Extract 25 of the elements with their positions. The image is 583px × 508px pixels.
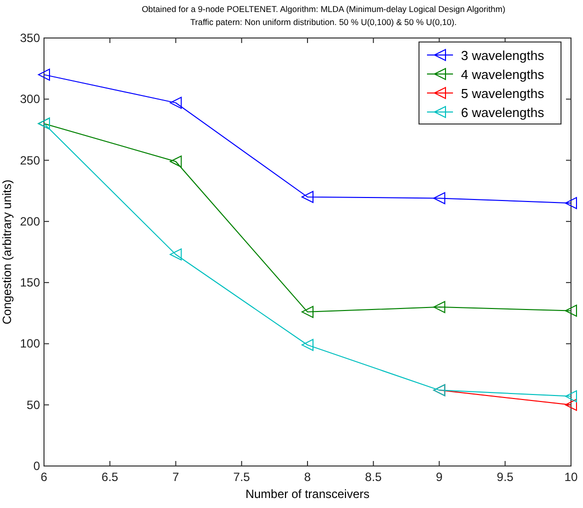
x-tick-label: 6.5 bbox=[102, 470, 119, 484]
x-axis-title: Number of transceivers bbox=[245, 487, 370, 501]
x-tick-label: 7.5 bbox=[233, 470, 250, 484]
x-tick-label: 8 bbox=[304, 470, 312, 484]
x-tick-label: 8.5 bbox=[365, 470, 382, 484]
y-tick-label: 300 bbox=[20, 92, 40, 106]
x-tick-label: 9 bbox=[436, 470, 443, 484]
chart-subtitle: Traffic patern: Non uniform distribution. 50 % U(0,100) & 50 % U(0,10). bbox=[190, 17, 457, 27]
legend-label: 4 wavelengths bbox=[461, 67, 545, 82]
y-tick-label: 100 bbox=[20, 336, 40, 351]
y-tick-label: 0 bbox=[33, 459, 40, 473]
x-tick-label: 9.5 bbox=[496, 470, 514, 484]
legend-label: 6 wavelengths bbox=[461, 105, 545, 120]
x-tick-label: 10 bbox=[564, 470, 578, 484]
y-tick-label: 350 bbox=[20, 31, 40, 45]
x-tick-label: 6 bbox=[40, 470, 48, 484]
legend-label: 3 wavelengths bbox=[461, 48, 545, 63]
y-tick-label: 50 bbox=[26, 398, 40, 412]
y-axis-title: Congestion (arbitrary units) bbox=[0, 180, 14, 324]
y-tick-label: 150 bbox=[20, 276, 40, 290]
legend-label: 5 wavelengths bbox=[461, 86, 545, 101]
chart-title: Obtained for a 9-node POELTENET. Algorithm: MLDA (Minimum-delay Logical Design Algorithm) bbox=[142, 4, 506, 14]
x-tick-label: 7 bbox=[172, 470, 180, 484]
y-tick-label: 200 bbox=[20, 214, 40, 228]
y-tick-label: 250 bbox=[20, 153, 40, 168]
